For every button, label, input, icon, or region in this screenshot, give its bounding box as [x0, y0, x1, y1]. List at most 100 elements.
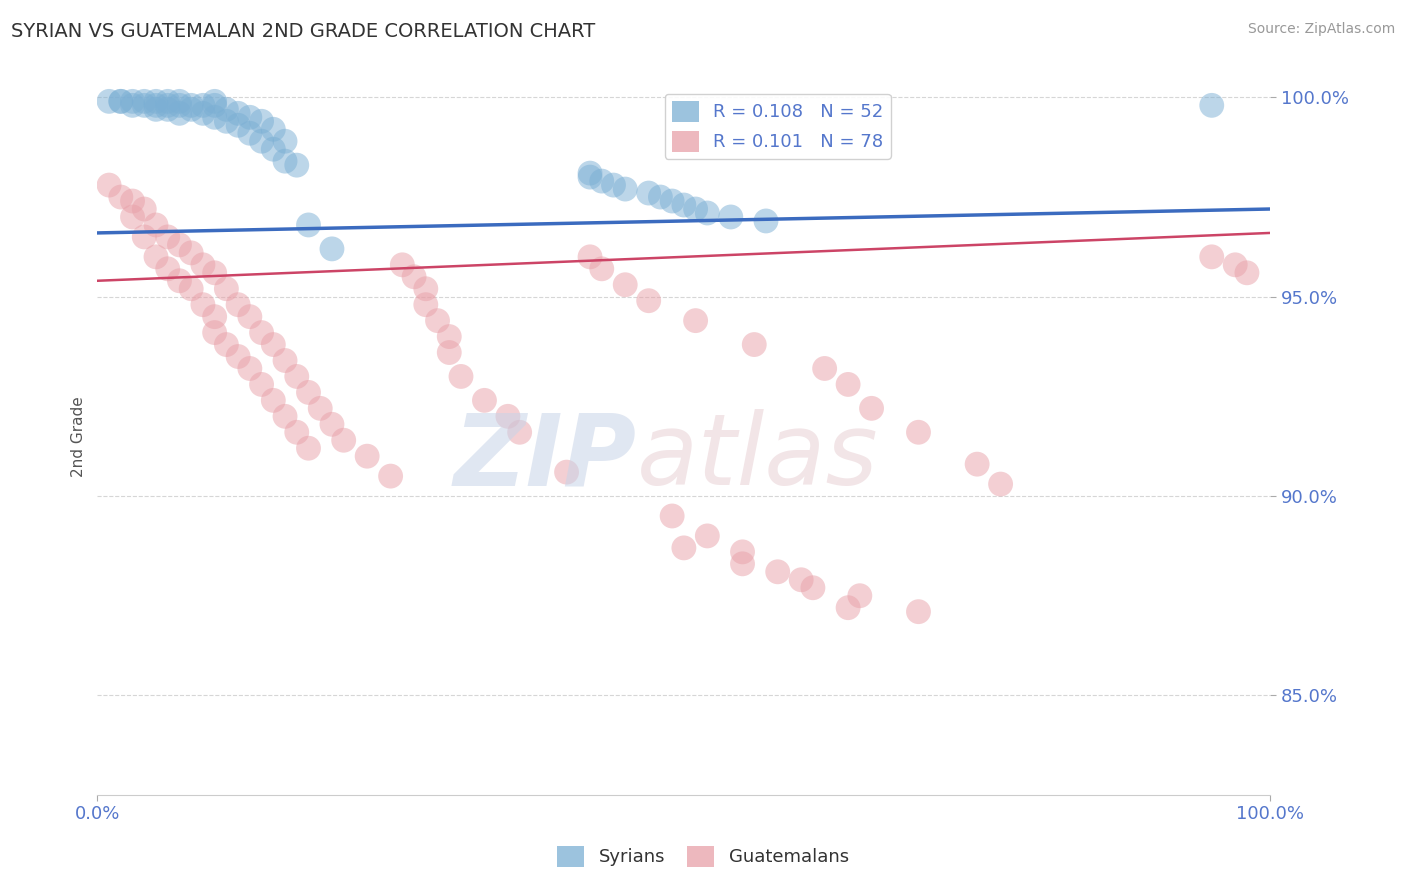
Point — [156, 98, 179, 112]
Point — [907, 425, 929, 440]
Point — [250, 134, 273, 148]
Point — [415, 282, 437, 296]
Point — [696, 529, 718, 543]
Point — [496, 409, 519, 424]
Point — [215, 282, 238, 296]
Point — [790, 573, 813, 587]
Point — [239, 111, 262, 125]
Point — [849, 589, 872, 603]
Point — [226, 298, 249, 312]
Point — [98, 95, 121, 109]
Point — [274, 353, 297, 368]
Point — [204, 326, 226, 340]
Point — [297, 441, 319, 455]
Point — [250, 114, 273, 128]
Point — [591, 174, 613, 188]
Point — [262, 337, 284, 351]
Point — [134, 202, 156, 216]
Point — [321, 242, 343, 256]
Point — [274, 134, 297, 148]
Point — [145, 95, 167, 109]
Point — [661, 508, 683, 523]
Point — [801, 581, 824, 595]
Point — [321, 417, 343, 432]
Point — [274, 154, 297, 169]
Point — [250, 377, 273, 392]
Point — [215, 114, 238, 128]
Y-axis label: 2nd Grade: 2nd Grade — [72, 396, 86, 476]
Point — [180, 98, 202, 112]
Point — [180, 103, 202, 117]
Point — [180, 245, 202, 260]
Point — [696, 206, 718, 220]
Point — [110, 95, 132, 109]
Point — [262, 393, 284, 408]
Point — [204, 266, 226, 280]
Point — [121, 210, 143, 224]
Point — [404, 269, 426, 284]
Point — [191, 106, 214, 120]
Point — [250, 326, 273, 340]
Point — [121, 95, 143, 109]
Point — [169, 274, 191, 288]
Point — [239, 361, 262, 376]
Point — [579, 250, 602, 264]
Point — [439, 345, 461, 359]
Point — [285, 425, 308, 440]
Point — [98, 178, 121, 192]
Point — [191, 298, 214, 312]
Point — [579, 166, 602, 180]
Point — [966, 457, 988, 471]
Point — [1201, 250, 1223, 264]
Text: ZIP: ZIP — [454, 409, 637, 507]
Point — [356, 449, 378, 463]
Point — [156, 261, 179, 276]
Point — [755, 214, 778, 228]
Point — [1201, 98, 1223, 112]
Point — [191, 98, 214, 112]
Text: Source: ZipAtlas.com: Source: ZipAtlas.com — [1247, 22, 1395, 37]
Point — [226, 118, 249, 132]
Point — [309, 401, 332, 416]
Point — [191, 258, 214, 272]
Point — [134, 230, 156, 244]
Point — [121, 194, 143, 208]
Point — [720, 210, 742, 224]
Point — [169, 98, 191, 112]
Point — [860, 401, 883, 416]
Point — [156, 103, 179, 117]
Point — [614, 277, 637, 292]
Point — [672, 198, 695, 212]
Point — [661, 194, 683, 208]
Point — [145, 218, 167, 232]
Point — [509, 425, 531, 440]
Point — [110, 95, 132, 109]
Point — [1236, 266, 1258, 280]
Point — [672, 541, 695, 555]
Point — [204, 310, 226, 324]
Point — [239, 310, 262, 324]
Point — [837, 377, 859, 392]
Point — [391, 258, 413, 272]
Point — [579, 170, 602, 185]
Point — [907, 605, 929, 619]
Point — [380, 469, 402, 483]
Point — [332, 434, 354, 448]
Point — [156, 230, 179, 244]
Point — [226, 106, 249, 120]
Point — [591, 261, 613, 276]
Point — [685, 202, 707, 216]
Point — [1225, 258, 1247, 272]
Point — [602, 178, 624, 192]
Point — [204, 95, 226, 109]
Legend: R = 0.108   N = 52, R = 0.101   N = 78: R = 0.108 N = 52, R = 0.101 N = 78 — [665, 94, 891, 159]
Point — [215, 337, 238, 351]
Point — [731, 557, 754, 571]
Point — [297, 385, 319, 400]
Point — [180, 282, 202, 296]
Point — [145, 250, 167, 264]
Point — [169, 95, 191, 109]
Point — [731, 545, 754, 559]
Point — [614, 182, 637, 196]
Point — [637, 293, 659, 308]
